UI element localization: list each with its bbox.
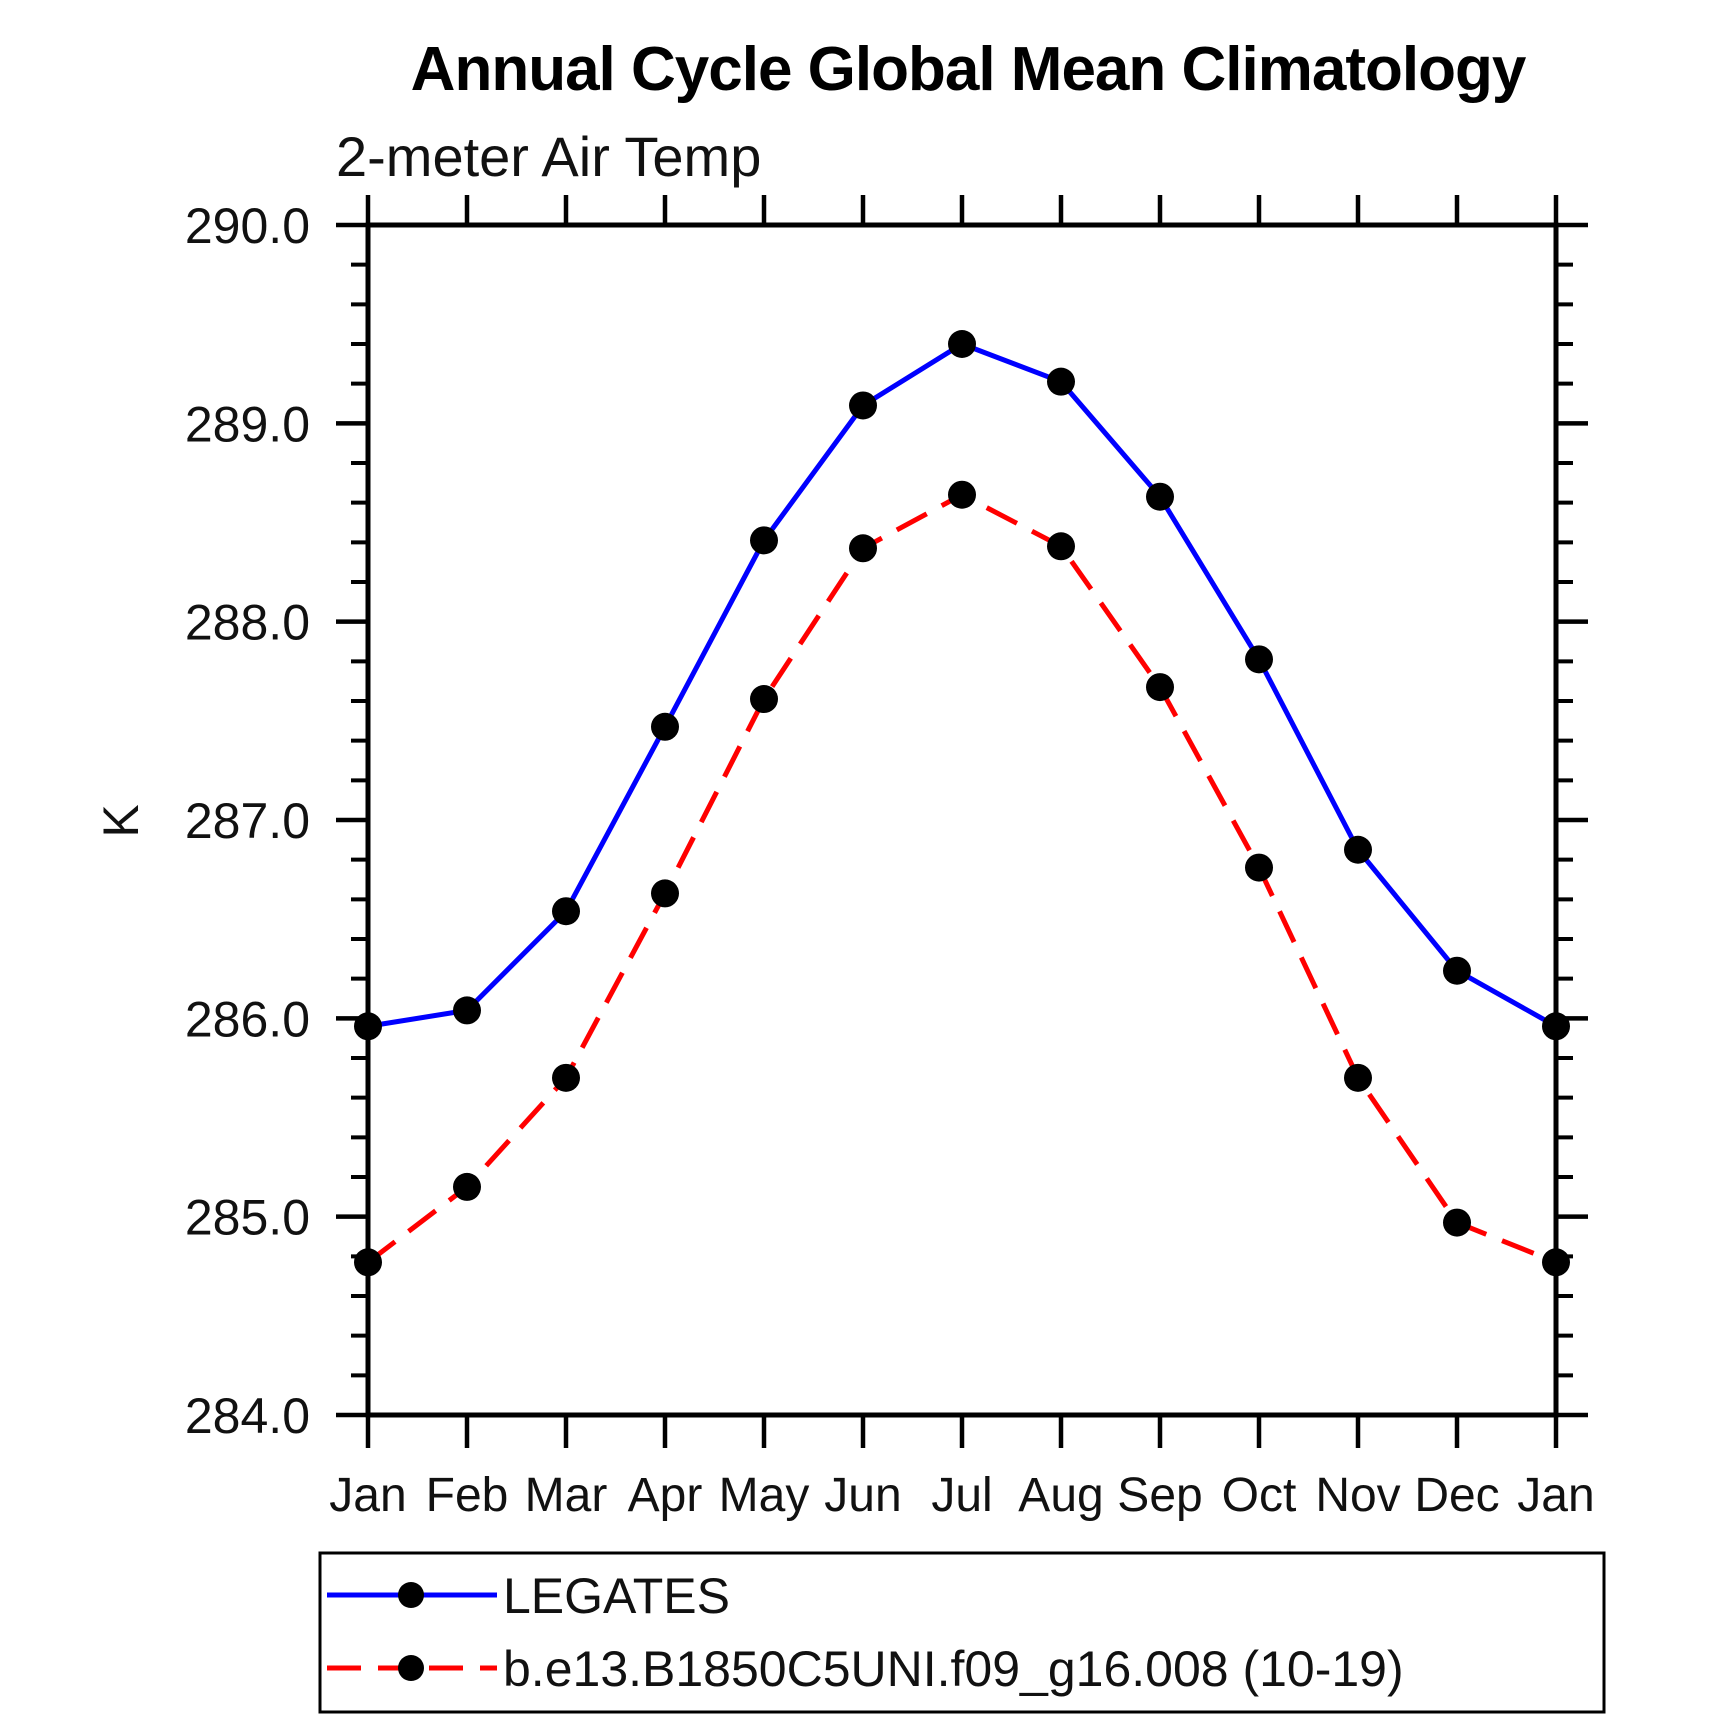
- legend-border: [318, 1551, 1606, 1714]
- data-point-marker: [1047, 532, 1075, 561]
- x-tick-label: May: [719, 1469, 810, 1522]
- legend-marker-dot: [398, 1655, 424, 1681]
- legend-rows: LEGATES b.e13.B1850C5UNI.f09_g16.008 (10-…: [327, 1568, 1404, 1697]
- data-point-marker: [750, 526, 778, 555]
- data-point-marker: [1443, 1208, 1471, 1237]
- data-point-marker: [1146, 673, 1174, 702]
- legend-box: LEGATES b.e13.B1850C5UNI.f09_g16.008 (10-…: [318, 1551, 1606, 1714]
- legend-marker-dot: [398, 1582, 424, 1608]
- data-point-marker: [1146, 482, 1174, 511]
- chart-subtitle: 2-meter Air Temp: [336, 125, 761, 188]
- data-point-marker: [552, 897, 580, 926]
- y-axis-label: K: [93, 804, 149, 837]
- x-tick-label: Jul: [931, 1469, 992, 1522]
- data-point-marker: [453, 1172, 481, 1201]
- y-tick-label: 284.0: [185, 1388, 310, 1444]
- y-tick-label: 286.0: [185, 991, 310, 1047]
- y-tick-label: 289.0: [185, 396, 310, 452]
- data-point-marker: [1047, 367, 1075, 396]
- plot-border: [365, 222, 1559, 1418]
- axis-tick-labels: 290.0 289.0 288.0 287.0 286.0 285.0 284.0 Jan Fe…: [185, 198, 1595, 1522]
- data-point-marker: [1245, 645, 1273, 674]
- x-tick-label: Jan: [1517, 1469, 1594, 1522]
- x-tick-label: Jun: [824, 1469, 901, 1522]
- legend-entry-label: b.e13.B1850C5UNI.f09_g16.008 (10-19): [503, 1641, 1404, 1697]
- y-tick-label: 287.0: [185, 793, 310, 849]
- data-point-marker: [1344, 835, 1372, 864]
- data-point-marker: [849, 534, 877, 563]
- data-point-marker: [948, 480, 976, 509]
- y-tick-label: 285.0: [185, 1190, 310, 1246]
- data-point-marker: [948, 330, 976, 358]
- series-line-0: [367, 341, 1558, 1029]
- x-tick-label: Mar: [525, 1469, 608, 1522]
- data-point-marker: [1344, 1063, 1372, 1092]
- data-point-marker: [651, 879, 679, 908]
- x-tick-label: Apr: [628, 1469, 703, 1522]
- data-point-marker: [453, 996, 481, 1025]
- x-tick-label: Feb: [426, 1469, 509, 1522]
- data-point-marker: [1245, 853, 1273, 882]
- plot-frame: [365, 222, 1559, 1418]
- chart-title: Annual Cycle Global Mean Climatology: [411, 35, 1527, 104]
- data-point-marker: [354, 1012, 382, 1041]
- data-point-marker: [849, 391, 877, 420]
- data-point-marker: [651, 712, 679, 741]
- data-point-marker: [552, 1063, 580, 1092]
- x-tick-label: Oct: [1222, 1469, 1297, 1522]
- data-point-marker: [1443, 956, 1471, 985]
- data-series: [354, 330, 1570, 1277]
- data-point-marker: [1542, 1248, 1570, 1277]
- axis-ticks: [336, 195, 1588, 1448]
- y-tick-label: 288.0: [185, 595, 310, 651]
- series-line-1: [366, 492, 1557, 1265]
- x-tick-label: Jan: [329, 1469, 406, 1522]
- x-tick-label: Dec: [1414, 1469, 1499, 1522]
- y-tick-label: 290.0: [185, 198, 310, 254]
- data-point-marker: [1542, 1012, 1570, 1041]
- data-point-marker: [354, 1248, 382, 1277]
- x-tick-label: Sep: [1117, 1469, 1202, 1522]
- x-tick-label: Aug: [1018, 1469, 1103, 1522]
- data-point-marker: [750, 685, 778, 714]
- x-tick-label: Nov: [1315, 1469, 1400, 1522]
- legend-entry-label: LEGATES: [503, 1568, 730, 1624]
